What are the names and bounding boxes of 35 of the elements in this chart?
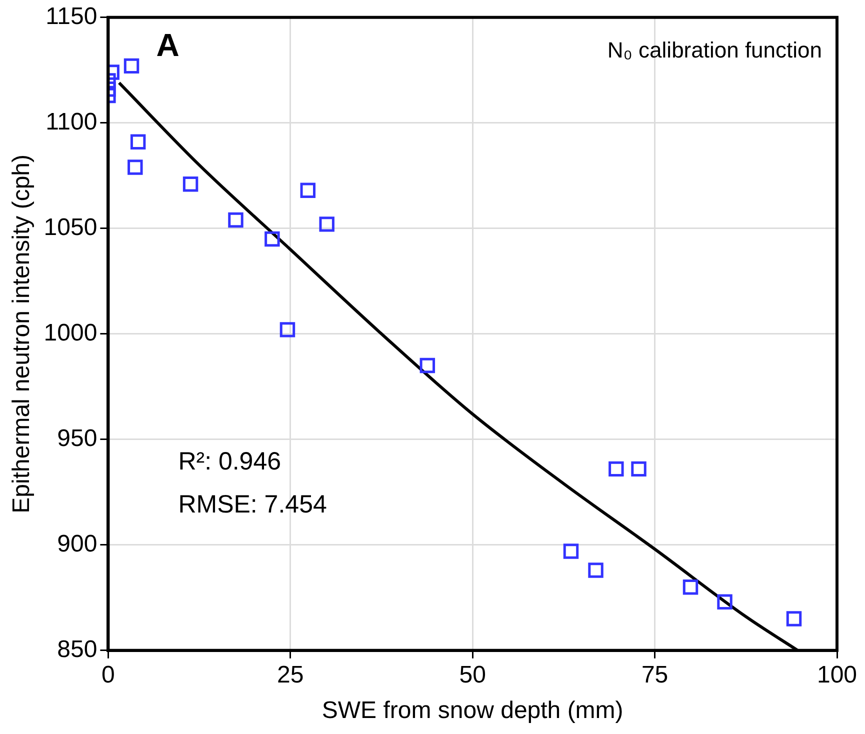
y-tick-label: 1050 bbox=[44, 214, 98, 242]
y-tick-label: 1150 bbox=[46, 3, 98, 30]
point bbox=[319, 216, 334, 232]
point bbox=[300, 182, 316, 198]
point bbox=[563, 544, 579, 559]
point bbox=[124, 58, 140, 74]
annotation: RMSE: 7.454 bbox=[178, 490, 327, 518]
point bbox=[228, 212, 244, 228]
point bbox=[128, 160, 143, 175]
y-tick-label: 950 bbox=[57, 425, 98, 452]
x-axis-title: SWE from snow depth (mm) bbox=[322, 697, 624, 724]
point bbox=[631, 461, 646, 477]
point bbox=[264, 231, 280, 247]
y-tick-label: 850 bbox=[57, 636, 98, 664]
point bbox=[182, 176, 198, 192]
point bbox=[682, 579, 698, 595]
annotation: N₀ calibration function bbox=[607, 37, 822, 62]
point bbox=[130, 134, 146, 150]
point bbox=[608, 461, 624, 477]
y-tick-label: 1000 bbox=[44, 320, 98, 347]
x-tick-label: 50 bbox=[459, 661, 486, 688]
y-tick-label: 1100 bbox=[46, 108, 98, 136]
point bbox=[717, 594, 732, 610]
y-tick-label: 900 bbox=[57, 530, 98, 558]
point bbox=[420, 358, 436, 374]
x-tick-label: 25 bbox=[277, 661, 304, 688]
annotation: R²: 0.946 bbox=[178, 447, 282, 476]
point bbox=[786, 611, 802, 626]
x-tick-label: 75 bbox=[641, 661, 668, 688]
x-tick-label: 100 bbox=[816, 661, 858, 688]
x-tick-label: 0 bbox=[102, 661, 115, 688]
point bbox=[280, 322, 296, 338]
y-axis-title: Epithermal neutron intensity (cph) bbox=[8, 154, 36, 514]
annotation: A bbox=[156, 27, 180, 64]
point bbox=[588, 562, 604, 578]
